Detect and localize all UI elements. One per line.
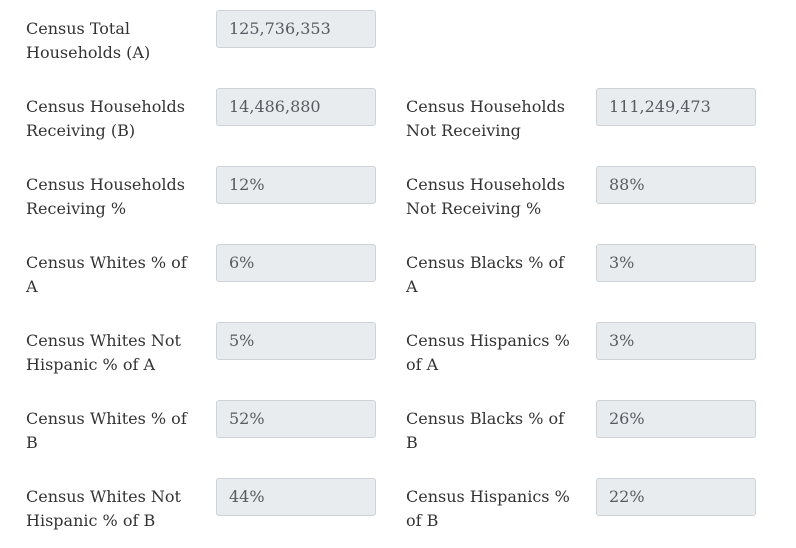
whites-pct-a-label: Census Whites % of A — [26, 253, 187, 296]
households-receiving-field[interactable]: 14,486,880 — [216, 88, 376, 126]
blacks-pct-a-label: Census Blacks % of A — [406, 253, 565, 296]
households-receiving-label: Census Households Receiving (B) — [26, 97, 185, 140]
whites-pct-b-field[interactable]: 52% — [216, 400, 376, 438]
form-row: Census Whites Not Hispanic % of A 5% Cen… — [0, 322, 796, 400]
form-row: Census Households Receiving (B) 14,486,8… — [0, 88, 796, 166]
form-row: Census Whites % of B 52% Census Blacks %… — [0, 400, 796, 478]
hispanics-pct-a-field[interactable]: 3% — [596, 322, 756, 360]
blacks-pct-b-label: Census Blacks % of B — [406, 409, 565, 452]
whites-pct-b-label: Census Whites % of B — [26, 409, 187, 452]
households-not-receiving-label: Census Households Not Receiving — [406, 97, 565, 140]
households-receiving-pct-field[interactable]: 12% — [216, 166, 376, 204]
blacks-pct-a-field[interactable]: 3% — [596, 244, 756, 282]
hispanics-pct-b-label: Census Hispanics % of B — [406, 487, 570, 530]
whites-not-hispanic-pct-b-field[interactable]: 44% — [216, 478, 376, 516]
households-receiving-pct-label: Census Households Receiving % — [26, 175, 185, 218]
form-row: Census Whites Not Hispanic % of B 44% Ce… — [0, 478, 796, 548]
hispanics-pct-b-field[interactable]: 22% — [596, 478, 756, 516]
whites-not-hispanic-pct-a-label: Census Whites Not Hispanic % of A — [26, 331, 181, 374]
form-row: Census Households Receiving % 12% Census… — [0, 166, 796, 244]
form-row: Census Total Households (A) 125,736,353 — [0, 10, 796, 88]
whites-pct-a-field[interactable]: 6% — [216, 244, 376, 282]
total-households-label: Census Total Households (A) — [26, 19, 151, 62]
whites-not-hispanic-pct-a-field[interactable]: 5% — [216, 322, 376, 360]
hispanics-pct-a-label: Census Hispanics % of A — [406, 331, 570, 374]
households-not-receiving-pct-field[interactable]: 88% — [596, 166, 756, 204]
households-not-receiving-pct-label: Census Households Not Receiving % — [406, 175, 565, 218]
households-not-receiving-field[interactable]: 111,249,473 — [596, 88, 756, 126]
blacks-pct-b-field[interactable]: 26% — [596, 400, 756, 438]
form-row: Census Whites % of A 6% Census Blacks % … — [0, 244, 796, 322]
total-households-field[interactable]: 125,736,353 — [216, 10, 376, 48]
whites-not-hispanic-pct-b-label: Census Whites Not Hispanic % of B — [26, 487, 181, 530]
